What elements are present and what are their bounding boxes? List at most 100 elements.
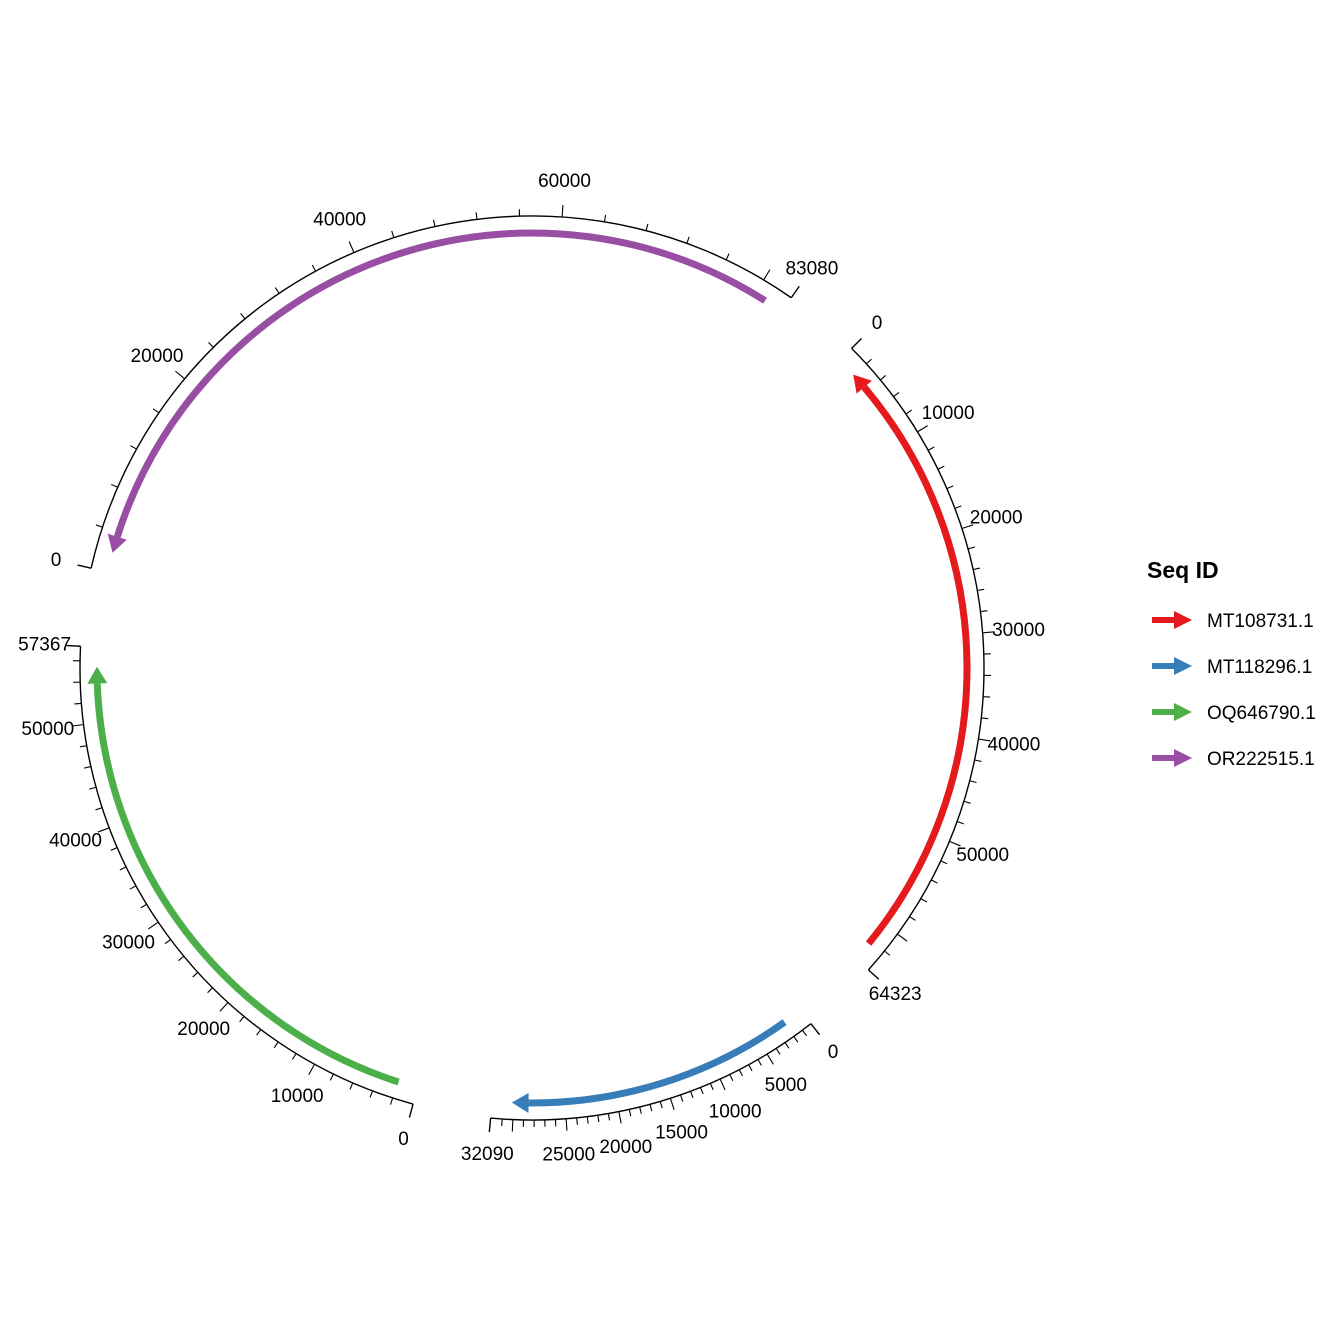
major-tick-or222515-1	[763, 269, 771, 281]
minor-tick-mt118296-1	[784, 1042, 790, 1049]
minor-tick-oq646790-1	[273, 1041, 279, 1049]
minor-tick-mt118296-1	[757, 1059, 762, 1066]
minor-tick-mt118296-1	[680, 1094, 684, 1102]
minor-tick-oq646790-1	[74, 702, 82, 705]
minor-tick-oq646790-1	[79, 745, 87, 748]
minor-tick-mt108731-1	[956, 820, 964, 825]
major-tick-oq646790-1	[97, 827, 110, 833]
major-tick-mt118296-1	[766, 1053, 774, 1065]
minor-tick-mt108731-1	[981, 717, 989, 720]
minor-tick-or222515-1	[311, 264, 317, 272]
legend-item-mt108731-1: MT108731.1	[1152, 611, 1314, 632]
tick-label-mt108731-1-2: 20000	[970, 507, 1023, 528]
minor-tick-or222515-1	[130, 445, 137, 450]
major-tick-oq646790-1	[71, 724, 84, 727]
minor-tick-mt108731-1	[974, 759, 982, 762]
minor-tick-mt118296-1	[709, 1083, 714, 1090]
tick-label-mt108731-1-5: 50000	[956, 845, 1009, 866]
minor-tick-mt108731-1	[931, 879, 938, 884]
minor-tick-mt108731-1	[980, 610, 988, 613]
legend-label: OQ646790.1	[1207, 703, 1316, 724]
arrow-shaft-mt108731-1	[861, 384, 971, 946]
minor-tick-or222515-1	[725, 253, 730, 261]
minor-tick-mt118296-1	[699, 1087, 704, 1095]
minor-tick-mt118296-1	[576, 1117, 578, 1125]
minor-tick-mt118296-1	[775, 1048, 781, 1055]
minor-tick-or222515-1	[208, 342, 214, 348]
major-tick-oq646790-1	[308, 1063, 315, 1076]
tick-label-or222515-1-0: 0	[51, 550, 62, 571]
major-tick-mt108731-1	[949, 840, 961, 847]
minor-tick-or222515-1	[432, 219, 436, 227]
minor-tick-oq646790-1	[329, 1073, 334, 1081]
tick-label-mt118296-1-2: 10000	[709, 1102, 762, 1123]
tick-label-mt108731-1-0: 0	[872, 313, 883, 334]
minor-tick-mt118296-1	[639, 1106, 642, 1114]
minor-tick-mt108731-1	[940, 860, 948, 865]
major-tick-mt108731-1	[897, 933, 908, 942]
sequence-axes	[66, 204, 995, 1133]
minor-tick-mt108731-1	[879, 375, 887, 381]
tick-label-mt108731-1-1: 10000	[922, 403, 975, 424]
minor-tick-mt108731-1	[967, 546, 975, 550]
axis-end-mt118296-1-1	[488, 1118, 492, 1133]
minor-tick-or222515-1	[686, 236, 690, 244]
minor-tick-oq646790-1	[178, 955, 185, 962]
minor-tick-oq646790-1	[129, 885, 137, 890]
legend-swatch-arrow-icon	[1174, 749, 1192, 767]
axis-mt108731-1	[851, 347, 985, 971]
legend-item-oq646790-1: OQ646790.1	[1152, 703, 1316, 724]
legend-label: MT108731.1	[1207, 611, 1314, 632]
legend-label: OR222515.1	[1207, 749, 1315, 770]
minor-tick-or222515-1	[111, 483, 118, 488]
minor-tick-mt118296-1	[801, 1029, 808, 1037]
axis-oq646790-1	[79, 646, 414, 1105]
legend-label: MT118296.1	[1207, 657, 1312, 678]
arrow-head-oq646790-1	[87, 666, 108, 684]
axis-end-mt108731-1-1	[867, 969, 880, 980]
minor-tick-mt118296-1	[748, 1064, 753, 1072]
minor-tick-mt118296-1	[659, 1101, 663, 1109]
tick-labels: 0100002000030000400005000064323050001000…	[18, 171, 1045, 1166]
arrow-head-mt108731-1	[853, 374, 872, 394]
minor-tick-mt108731-1	[893, 392, 900, 398]
minor-tick-oq646790-1	[239, 1016, 245, 1023]
minor-tick-mt108731-1	[865, 358, 872, 365]
tick-label-mt108731-1-4: 40000	[987, 735, 1040, 756]
minor-tick-mt118296-1	[607, 1113, 611, 1121]
minor-tick-oq646790-1	[95, 807, 103, 811]
tick-label-mt108731-1-6: 64323	[869, 984, 922, 1005]
arrow-shaft-oq646790-1	[93, 683, 400, 1086]
minor-tick-or222515-1	[240, 313, 246, 320]
tick-label-oq646790-1-0: 0	[398, 1129, 409, 1150]
minor-tick-or222515-1	[274, 287, 280, 294]
legend-title: Seq ID	[1147, 557, 1219, 583]
tick-label-mt118296-1-5: 25000	[542, 1145, 595, 1166]
axis-end-mt118296-1-0	[810, 1023, 821, 1036]
minor-tick-oq646790-1	[83, 766, 92, 769]
legend-swatch-arrow-icon	[1174, 611, 1192, 629]
minor-tick-mt118296-1	[793, 1036, 799, 1043]
minor-tick-mt108731-1	[946, 485, 954, 490]
axis-end-or222515-1-1	[790, 285, 800, 299]
minor-tick-oq646790-1	[389, 1097, 394, 1105]
minor-tick-mt108731-1	[954, 505, 962, 509]
minor-tick-mt108731-1	[973, 567, 981, 571]
major-tick-mt108731-1	[917, 425, 928, 433]
minor-tick-mt108731-1	[963, 800, 971, 804]
axis-end-oq646790-1-0	[408, 1103, 414, 1118]
minor-tick-mt108731-1	[969, 780, 977, 784]
minor-tick-or222515-1	[645, 223, 649, 231]
major-tick-mt118296-1	[565, 1118, 568, 1131]
major-tick-or222515-1	[561, 204, 564, 218]
major-tick-oq646790-1	[147, 921, 159, 930]
arrow-head-or222515-1	[107, 533, 127, 553]
tick-label-oq646790-1-3: 30000	[102, 932, 155, 953]
minor-tick-oq646790-1	[256, 1029, 262, 1036]
minor-tick-oq646790-1	[291, 1053, 297, 1060]
minor-tick-oq646790-1	[89, 786, 97, 790]
minor-tick-oq646790-1	[119, 866, 127, 871]
major-tick-mt118296-1	[719, 1078, 726, 1091]
legend: Seq ID MT108731.1 MT118296.1 OQ646790.1 OR2…	[1147, 557, 1316, 770]
